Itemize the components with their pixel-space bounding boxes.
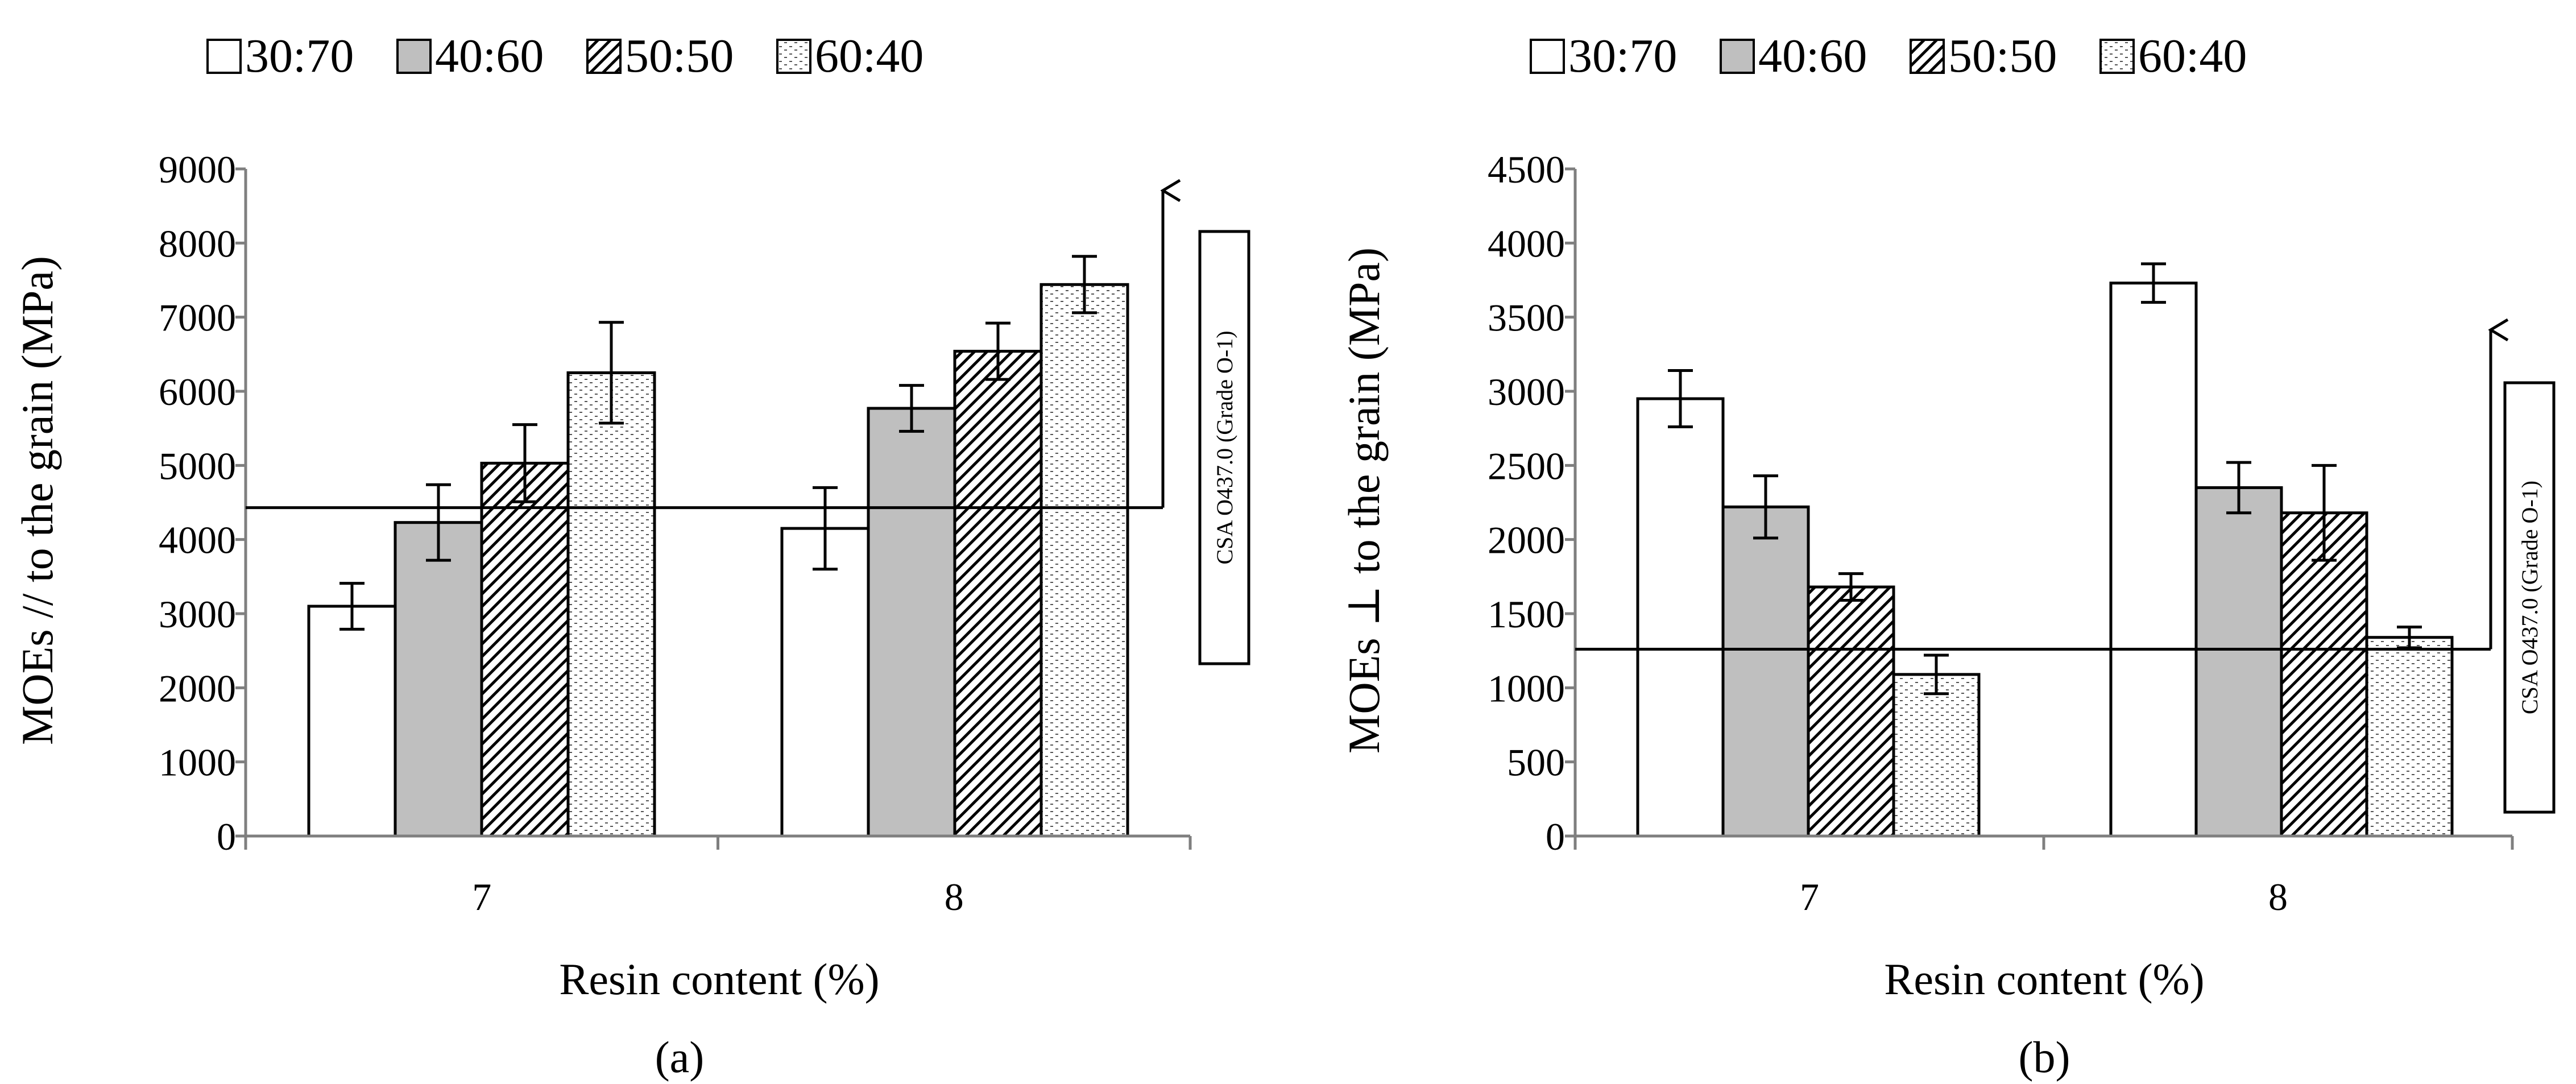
error-bar [426, 483, 451, 562]
legend-swatch [2099, 39, 2135, 74]
legend-swatch [776, 39, 811, 74]
legend-label: 40:60 [1758, 30, 1867, 82]
legend: 30:70 40:60 50:50 60:40 [206, 30, 923, 82]
bar [780, 527, 870, 838]
y-tick-label: 4000 [1488, 222, 1565, 265]
y-tick-label: 2500 [1488, 444, 1565, 487]
bar [1636, 397, 1725, 838]
error-bar [1838, 572, 1863, 602]
reference-label-box [2503, 381, 2556, 814]
legend-label: 50:50 [625, 30, 734, 82]
bar [480, 461, 570, 838]
y-axis-title: MOEs ⊥ to the grain (MPa) [1339, 247, 1389, 754]
legend-swatch [1530, 39, 1565, 74]
error-bar [1668, 369, 1693, 429]
bar [1807, 585, 1895, 838]
bar [2280, 511, 2368, 838]
y-tick-label: 4500 [1488, 148, 1565, 191]
bar [2109, 282, 2198, 838]
y-tick-label: 3000 [159, 593, 236, 636]
legend-swatch [1910, 39, 1945, 74]
y-tick-label: 1500 [1488, 593, 1565, 636]
error-bar [985, 321, 1010, 381]
error-bar [2141, 262, 2166, 304]
error-bar [2312, 464, 2337, 562]
reference-label-box [1198, 230, 1250, 665]
legend-label: 60:40 [815, 30, 923, 82]
y-tick-label: 3500 [1488, 296, 1565, 340]
y-tick-label: 3000 [1488, 370, 1565, 413]
plot-area: 0 500 1000 1500 2000 2500 3000 3500 4000 4500 7 8 CS… [1488, 148, 2556, 918]
x-axis-title: Resin content (%) [559, 954, 879, 1004]
legend-swatch [206, 39, 242, 74]
bar [867, 407, 956, 838]
panel-label: (b) [2019, 1032, 2070, 1082]
error-bar [899, 384, 924, 433]
x-tick-label: 7 [472, 875, 491, 918]
error-bar [1924, 653, 1949, 696]
y-tick-label: 1000 [1488, 667, 1565, 710]
y-tick-label: 500 [1507, 741, 1565, 784]
y-tick-label: 7000 [159, 296, 236, 340]
y-tick-label: 4000 [159, 519, 236, 562]
bar [953, 350, 1043, 838]
y-tick-label: 1000 [159, 741, 236, 784]
x-tick-label: 7 [1800, 875, 1819, 918]
bar [1892, 673, 1981, 838]
x-axis-title: Resin content (%) [1884, 954, 2204, 1004]
bar [394, 521, 483, 838]
y-tick-label: 8000 [159, 222, 236, 265]
legend-label: 50:50 [1948, 30, 2057, 82]
legend-swatch [396, 39, 432, 74]
plot-area: 0 1000 2000 3000 4000 5000 6000 7000 8000 9000 7 8 C… [159, 148, 1250, 918]
legend-swatch [586, 39, 622, 74]
x-tick-label: 8 [945, 875, 964, 918]
error-bar [339, 582, 365, 631]
error-bar [2397, 625, 2422, 649]
error-bar [599, 321, 624, 425]
error-bar [813, 486, 838, 571]
y-tick-label: 0 [1546, 815, 1565, 858]
reference-label: CSA O437.0 (Grade O-1) [2517, 481, 2542, 714]
bar [307, 605, 397, 838]
legend-swatch [1720, 39, 1755, 74]
y-tick-label: 0 [217, 815, 236, 858]
y-tick-label: 6000 [159, 370, 236, 413]
y-axis-title: MOEs // to the grain (MPa) [13, 256, 62, 745]
x-tick-label: 8 [2268, 875, 2288, 918]
panel-label: (a) [655, 1032, 705, 1082]
legend-label: 30:70 [245, 30, 354, 82]
y-tick-label: 9000 [159, 148, 236, 191]
y-tick-label: 5000 [159, 444, 236, 487]
y-tick-label: 2000 [159, 667, 236, 710]
legend-label: 30:70 [1568, 30, 1677, 82]
error-bar [1072, 255, 1097, 315]
y-tick-label: 2000 [1488, 519, 1565, 562]
chart-panel-b: 30:70 40:60 50:50 60:40 MOEs ⊥ to the grain… [1339, 30, 2556, 1082]
chart-panel-a: 30:70 40:60 50:50 60:40 MOEs // to the grai… [13, 30, 1250, 1082]
error-bar [1753, 474, 1778, 540]
bar [1039, 283, 1129, 838]
bar [1721, 505, 1810, 838]
legend: 30:70 40:60 50:50 60:40 [1530, 30, 2247, 82]
bar [566, 371, 656, 838]
error-bar [2226, 461, 2251, 515]
error-bar [512, 423, 537, 503]
legend-label: 60:40 [2138, 30, 2247, 82]
legend-label: 40:60 [435, 30, 544, 82]
bar [2194, 486, 2283, 838]
bar [2365, 636, 2454, 838]
reference-label: CSA O437.0 (Grade O-1) [1212, 330, 1237, 564]
